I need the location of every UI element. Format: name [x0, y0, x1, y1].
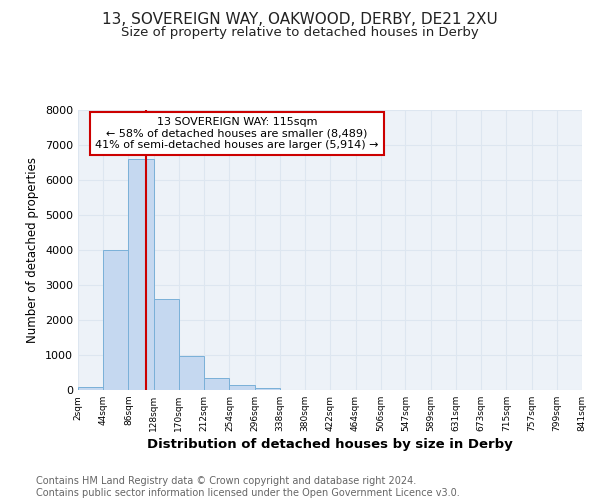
Bar	[229, 386, 254, 390]
Bar	[78, 388, 103, 390]
Bar	[128, 159, 154, 390]
Text: Size of property relative to detached houses in Derby: Size of property relative to detached ho…	[121, 26, 479, 39]
Bar	[154, 299, 179, 390]
Bar	[204, 378, 229, 390]
Bar	[103, 250, 128, 390]
Bar	[254, 388, 280, 390]
Bar	[179, 356, 204, 390]
Y-axis label: Number of detached properties: Number of detached properties	[26, 157, 40, 343]
X-axis label: Distribution of detached houses by size in Derby: Distribution of detached houses by size …	[147, 438, 513, 451]
Text: Contains HM Land Registry data © Crown copyright and database right 2024.
Contai: Contains HM Land Registry data © Crown c…	[36, 476, 460, 498]
Text: 13 SOVEREIGN WAY: 115sqm
← 58% of detached houses are smaller (8,489)
41% of sem: 13 SOVEREIGN WAY: 115sqm ← 58% of detach…	[95, 117, 379, 150]
Text: 13, SOVEREIGN WAY, OAKWOOD, DERBY, DE21 2XU: 13, SOVEREIGN WAY, OAKWOOD, DERBY, DE21 …	[102, 12, 498, 28]
